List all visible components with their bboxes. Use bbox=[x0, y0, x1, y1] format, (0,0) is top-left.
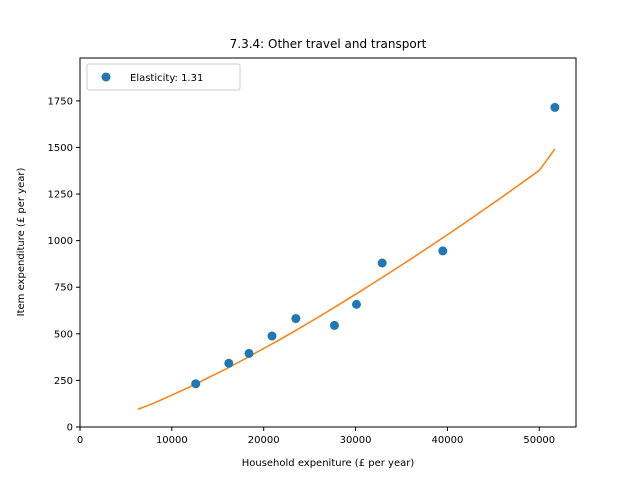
x-tick-label: 40000 bbox=[432, 435, 464, 446]
legend-label: Elasticity: 1.31 bbox=[130, 73, 203, 84]
data-point bbox=[329, 320, 339, 330]
y-axis-label: Item expenditure (£ per year) bbox=[16, 168, 27, 317]
legend: Elasticity: 1.31 bbox=[86, 63, 241, 91]
x-axis: 0 10000 20000 30000 40000 50000 bbox=[77, 427, 555, 446]
legend-marker bbox=[101, 72, 111, 82]
data-point bbox=[267, 331, 277, 341]
data-point bbox=[377, 258, 387, 268]
data-point bbox=[244, 348, 254, 358]
data-point bbox=[224, 358, 234, 368]
plot-frame bbox=[79, 57, 577, 428]
x-tick-label: 30000 bbox=[340, 435, 372, 446]
y-tick-label: 1250 bbox=[48, 190, 73, 201]
x-tick-label: 20000 bbox=[248, 435, 280, 446]
x-axis-label: Household expeniture (£ per year) bbox=[242, 458, 415, 469]
data-point bbox=[438, 246, 448, 256]
y-tick-label: 250 bbox=[54, 376, 73, 387]
y-tick-label: 1750 bbox=[48, 96, 73, 107]
y-tick-label: 500 bbox=[54, 329, 73, 340]
x-tick-label: 10000 bbox=[156, 435, 188, 446]
y-tick-label: 0 bbox=[67, 423, 73, 434]
y-tick-label: 750 bbox=[54, 283, 73, 294]
y-tick-label: 1500 bbox=[48, 143, 73, 154]
data-point bbox=[550, 102, 560, 112]
plot-area bbox=[137, 102, 560, 410]
data-point bbox=[291, 314, 301, 324]
x-tick-label: 0 bbox=[77, 435, 83, 446]
data-point bbox=[191, 379, 201, 389]
x-tick-label: 50000 bbox=[523, 435, 555, 446]
data-point bbox=[351, 299, 361, 309]
y-axis: 0 250 500 750 1000 1250 1500 1750 bbox=[48, 96, 80, 434]
chart-title: 7.3.4: Other travel and transport bbox=[230, 37, 427, 51]
fit-line bbox=[137, 148, 556, 410]
y-tick-label: 1000 bbox=[48, 236, 73, 247]
legend-box bbox=[86, 63, 241, 91]
